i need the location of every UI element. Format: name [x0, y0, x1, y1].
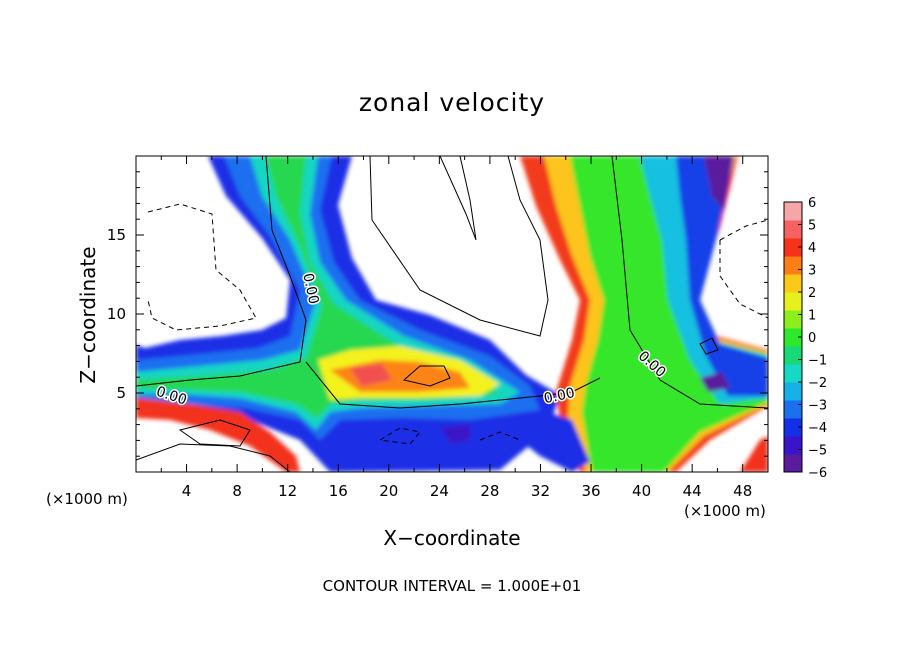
colorbar-label-6: 0	[808, 331, 816, 346]
colorbar-swatch-11	[784, 256, 802, 275]
band-purple-right	[704, 156, 734, 210]
field-bands	[136, 156, 768, 472]
colorbar-label-1: 5	[808, 219, 816, 234]
x-tick-label-3: 16	[329, 482, 348, 500]
band-purple-low	[440, 424, 470, 444]
contour-neg-lower-2	[479, 431, 521, 441]
colorbar-swatch-8	[784, 310, 802, 329]
colorbar: 6 5 4 3 2 1 0 −1 −2 −3 −4 −5 −6	[783, 196, 827, 481]
x-tick-label-4: 20	[379, 482, 398, 500]
colorbar-swatch-9	[784, 292, 802, 311]
colorbar-swatch-14	[784, 202, 802, 221]
colorbar-swatch-13	[784, 220, 802, 239]
x-axis-label: X−coordinate	[383, 526, 521, 550]
band-red-bottom-left	[136, 398, 300, 472]
colorbar-swatch-10	[784, 274, 802, 293]
band-purple-core	[700, 372, 730, 392]
x-tick-label-11: 48	[733, 482, 752, 500]
colorbar-label-2: 4	[808, 241, 816, 256]
contour-upper	[369, 156, 549, 337]
x-tick-label-1: 8	[232, 482, 242, 500]
contour-zero-left	[136, 156, 307, 387]
x-tick-label-5: 24	[430, 482, 449, 500]
colorbar-label-11: −5	[808, 444, 827, 459]
colorbar-label-5: 1	[808, 309, 816, 324]
x-tick-label-8: 36	[581, 482, 600, 500]
colorbar-swatch-4	[784, 382, 802, 401]
x-tick-label-6: 28	[480, 482, 499, 500]
colorbar-label-10: −4	[808, 421, 827, 436]
x-tick-label-0: 4	[182, 482, 192, 500]
y-tick-label-2: 15	[107, 226, 126, 244]
contour-zero-right	[611, 156, 768, 409]
colorbar-label-8: −2	[808, 376, 827, 391]
y-tick-label-1: 10	[107, 305, 126, 323]
colorbar-swatch-1	[784, 436, 802, 455]
band-red-core	[350, 364, 392, 386]
contour-zero-bottom	[305, 361, 601, 409]
colorbar-label-3: 3	[808, 264, 816, 279]
colorbar-swatch-7	[784, 328, 802, 347]
x-tick-label-10: 44	[683, 482, 702, 500]
contour-neg-right	[719, 219, 768, 319]
colorbar-swatch-5	[784, 364, 802, 383]
colorbar-swatch-2	[784, 418, 802, 437]
velocity-field	[136, 156, 768, 472]
colorbar-swatch-0	[784, 454, 802, 473]
chart-title: zonal velocity	[358, 88, 546, 117]
colorbar-swatch-6	[784, 346, 802, 365]
band-red-bottom-right	[740, 436, 768, 472]
contour-lines	[136, 156, 768, 472]
contour-loop-right	[699, 337, 719, 355]
colorbar-label-0: 6	[808, 196, 816, 211]
colorbar-label-4: 2	[808, 286, 816, 301]
colorbar-label-7: −1	[808, 354, 827, 369]
band-blue-low	[500, 410, 590, 472]
colorbar-swatch-12	[784, 238, 802, 257]
x-tick-label-7: 32	[531, 482, 550, 500]
contour-lower-loop	[178, 419, 251, 447]
contour-upper-small	[439, 156, 477, 241]
band-cyan-right	[640, 156, 768, 404]
contour-interval-label: CONTOUR INTERVAL = 1.000E+01	[322, 577, 582, 595]
contour-neg-left	[147, 203, 257, 331]
z-unit-label: (×1000 m)	[46, 490, 128, 508]
colorbar-swatch-3	[784, 400, 802, 419]
colorbar-label-9: −3	[808, 399, 827, 414]
contour-zero-loop	[402, 365, 451, 387]
x-tick-label-2: 12	[278, 482, 297, 500]
y-tick-label-0: 5	[116, 384, 126, 402]
x-unit-label: (×1000 m)	[684, 502, 766, 520]
band-blue-right	[676, 156, 768, 396]
colorbar-label-12: −6	[808, 466, 827, 481]
x-tick-label-9: 40	[632, 482, 651, 500]
